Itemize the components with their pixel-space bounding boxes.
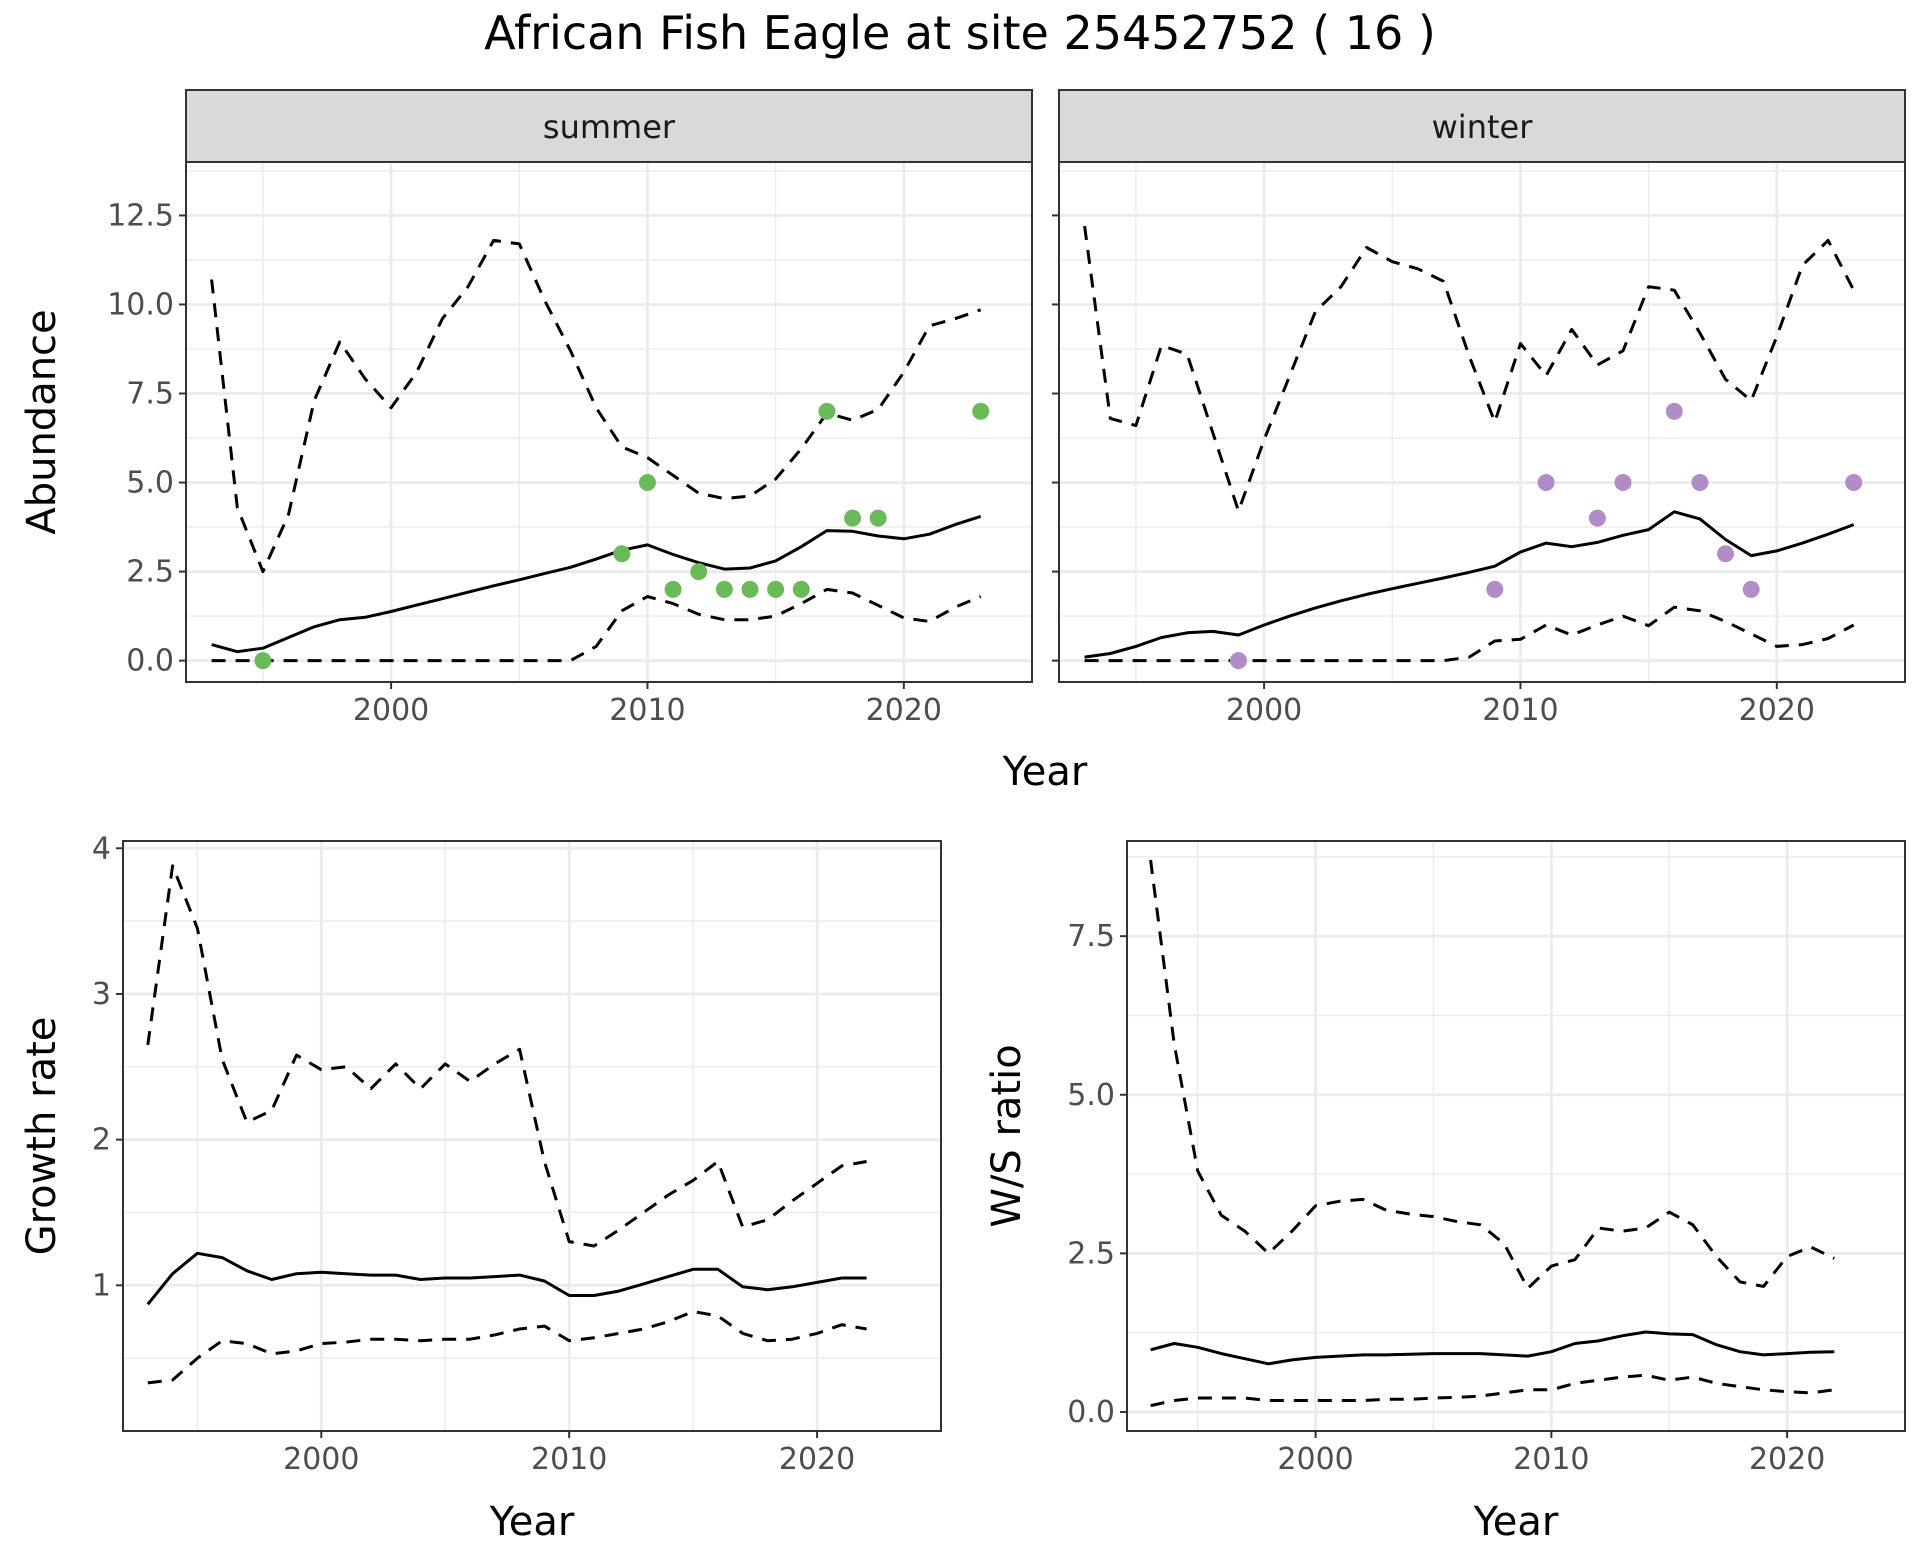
observed-count-point <box>1691 474 1709 492</box>
lower-ci-line <box>211 587 982 663</box>
mean-line <box>211 514 982 654</box>
upper-ci-line <box>1149 859 1835 1290</box>
plot-panel-background <box>123 841 941 1431</box>
mean-line <box>1150 1330 1835 1366</box>
plot-panel-background <box>1059 162 1905 682</box>
x-tick-label: 2010 <box>1513 1442 1589 1477</box>
observed-count-point <box>664 580 682 598</box>
observed-count-point <box>844 509 862 527</box>
observed-count-point <box>1537 474 1555 492</box>
observed-count-point <box>1486 580 1504 598</box>
observed-count-point <box>767 580 785 598</box>
x-tick-label: 2000 <box>353 693 429 728</box>
lower-ci-line <box>147 1310 867 1385</box>
y-axis-title: Abundance <box>19 309 65 534</box>
observed-count-point <box>254 652 272 670</box>
observed-count-point <box>715 580 733 598</box>
y-tick-label: 0.0 <box>1067 1395 1115 1430</box>
x-axis-title: Year <box>489 1499 575 1545</box>
chart-title: African Fish Eagle at site 25452752 ( 16… <box>484 6 1436 60</box>
y-axis-title: W/S ratio <box>984 1044 1030 1227</box>
facet-strip <box>1058 89 1906 163</box>
facet-strip <box>185 89 1033 163</box>
y-tick-label: 10.0 <box>107 287 174 322</box>
mean-line <box>1084 510 1855 659</box>
y-tick-label: 5.0 <box>126 466 174 501</box>
x-tick-label: 2000 <box>1226 693 1302 728</box>
plot-panel-border <box>185 161 1033 683</box>
observed-count-point <box>1742 580 1760 598</box>
y-tick-label: 2.5 <box>1067 1236 1115 1271</box>
y-tick-label: 5.0 <box>1067 1078 1115 1113</box>
x-tick-label: 2000 <box>283 1442 359 1477</box>
y-tick-label: 0.0 <box>126 644 174 679</box>
observed-count-point <box>741 580 759 598</box>
observed-count-point <box>1229 652 1247 670</box>
x-tick-label: 2020 <box>1739 693 1815 728</box>
observed-count-point <box>1588 509 1606 527</box>
x-tick-label: 2020 <box>1749 1442 1825 1477</box>
observed-count-point <box>1665 402 1683 420</box>
x-tick-label: 2000 <box>1277 1442 1353 1477</box>
x-tick-label: 2020 <box>866 693 942 728</box>
mean-line <box>146 1251 867 1306</box>
lower-ci-line <box>1150 1373 1835 1408</box>
observed-count-point <box>869 509 887 527</box>
y-tick-label: 12.5 <box>107 198 174 233</box>
observed-count-point <box>613 545 631 563</box>
observed-count-point <box>638 474 656 492</box>
plot-panel-border <box>1126 840 1906 1432</box>
observed-count-point <box>1845 474 1863 492</box>
observed-count-point <box>1717 545 1735 563</box>
y-tick-label: 3 <box>92 977 111 1012</box>
upper-ci-line <box>146 864 867 1248</box>
y-tick-label: 2.5 <box>126 555 174 590</box>
x-axis-title: Year <box>1473 1499 1559 1545</box>
upper-ci-line <box>210 238 982 574</box>
y-tick-label: 2 <box>92 1123 111 1158</box>
lower-ci-line <box>1084 605 1855 663</box>
observed-count-point <box>818 402 836 420</box>
plot-panel-background <box>186 162 1032 682</box>
y-axis-title: Growth rate <box>19 1017 65 1256</box>
observed-count-point <box>792 580 810 598</box>
observed-count-point <box>972 402 990 420</box>
x-axis-title: Year <box>1002 749 1088 795</box>
x-tick-label: 2010 <box>609 693 685 728</box>
facet-strip-label: summer <box>543 108 676 146</box>
x-tick-label: 2010 <box>1482 693 1558 728</box>
y-tick-label: 7.5 <box>126 377 174 412</box>
y-tick-label: 1 <box>92 1268 111 1303</box>
observed-count-point <box>1614 474 1632 492</box>
observed-count-point <box>690 563 708 581</box>
x-tick-label: 2020 <box>779 1442 855 1477</box>
upper-ci-line <box>1083 225 1856 513</box>
plot-panel-border <box>122 840 942 1432</box>
facet-strip-label: winter <box>1432 108 1534 146</box>
plot-panel-border <box>1058 161 1906 683</box>
y-tick-label: 4 <box>92 831 111 866</box>
y-tick-label: 7.5 <box>1067 919 1115 954</box>
x-tick-label: 2010 <box>531 1442 607 1477</box>
